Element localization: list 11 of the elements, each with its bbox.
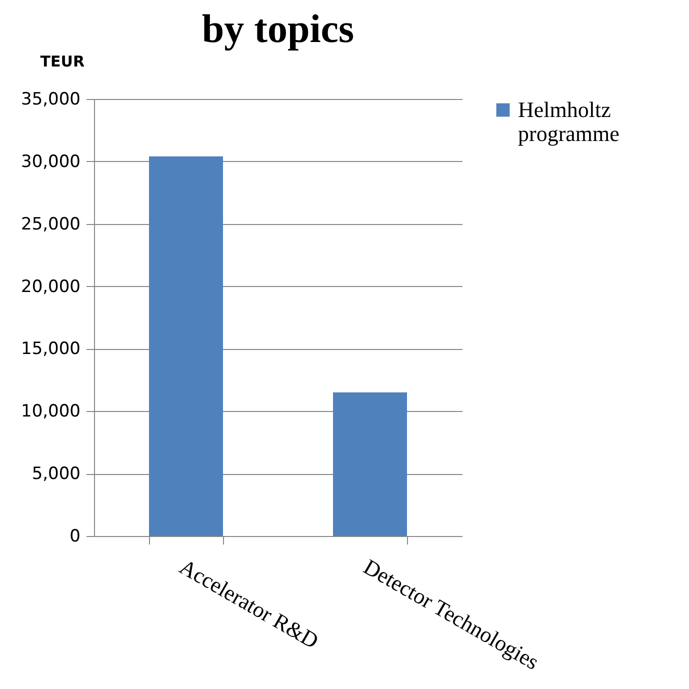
y-tick-label: 0 — [70, 526, 80, 546]
chart-title: by topics — [202, 6, 354, 51]
y-axis-title: TEUR — [40, 52, 85, 70]
y-tick-label: 5,000 — [32, 464, 80, 484]
legend-label: Helmholtz programme — [518, 97, 620, 146]
y-tick-label: 25,000 — [21, 214, 80, 234]
y-tick-label: 15,000 — [21, 339, 80, 360]
y-tick-label: 20,000 — [21, 276, 80, 297]
y-tick-label: 10,000 — [21, 402, 80, 422]
y-tick-label: 30,000 — [21, 152, 80, 172]
y-tick-label: 35,000 — [21, 90, 80, 110]
